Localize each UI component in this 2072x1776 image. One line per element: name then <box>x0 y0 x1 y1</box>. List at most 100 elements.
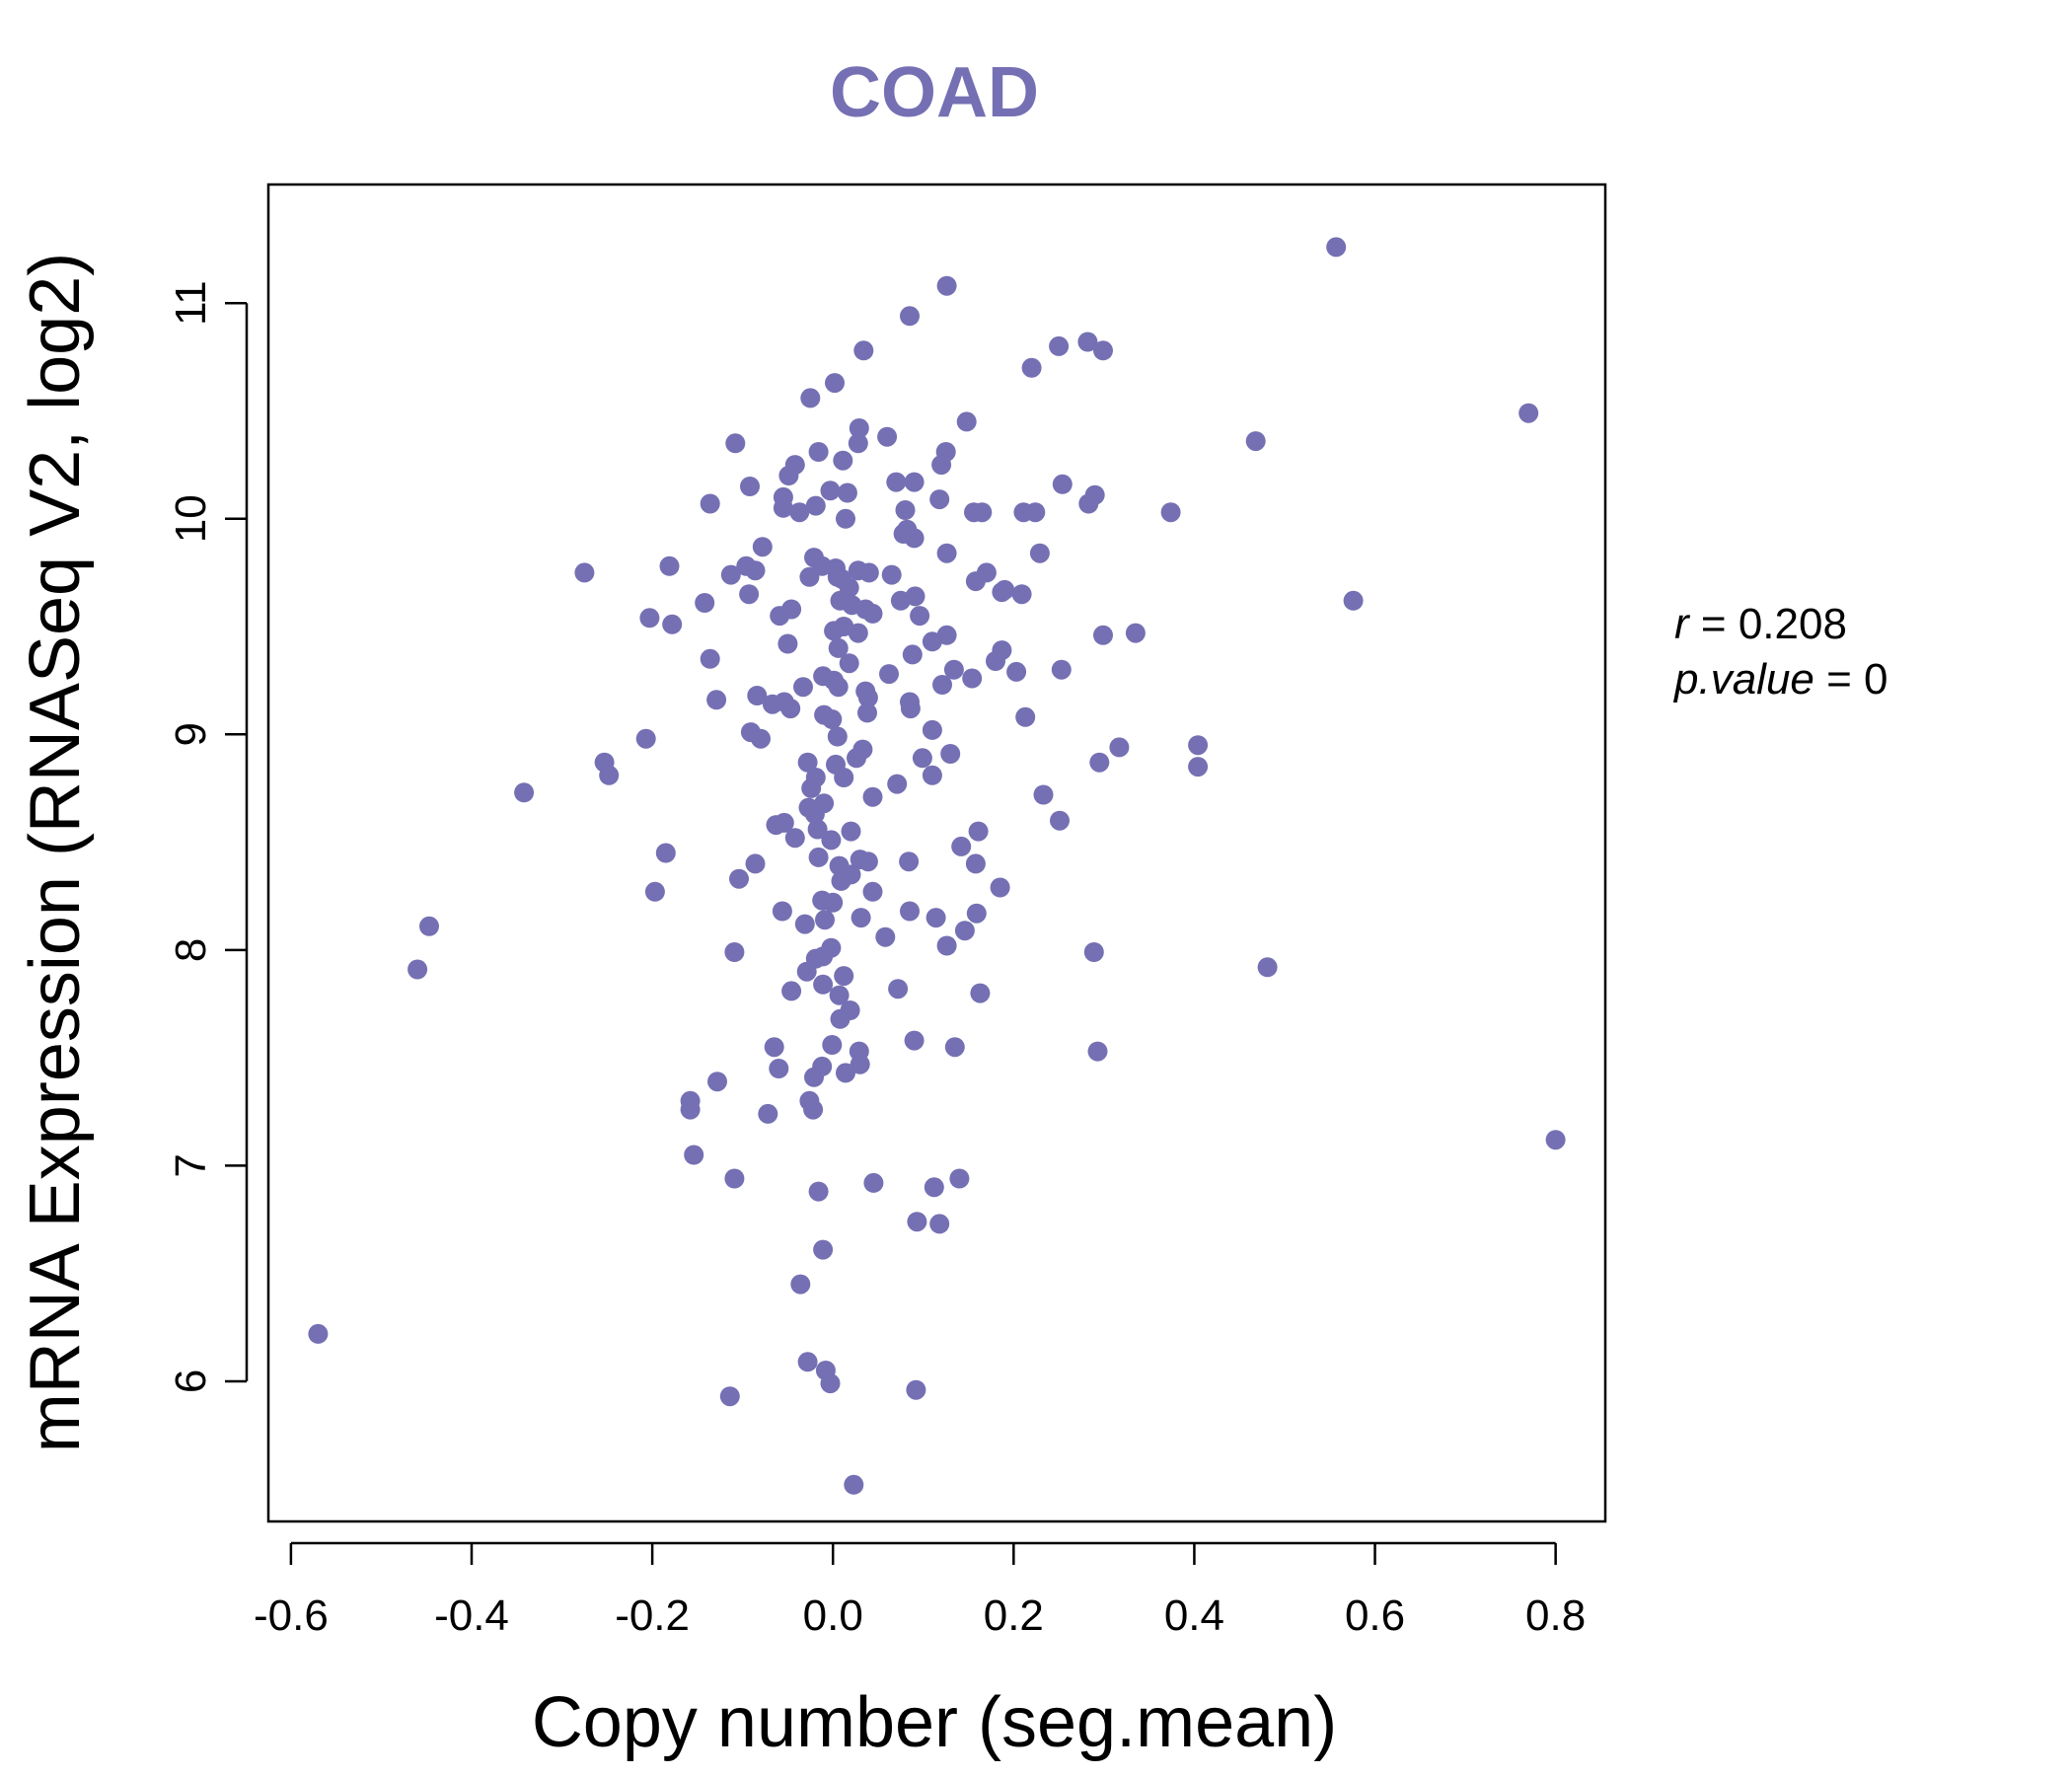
p-statistic: p.value = 0 <box>1672 655 1888 703</box>
data-point <box>804 1067 824 1087</box>
data-point <box>862 881 883 902</box>
data-point <box>813 974 834 995</box>
data-point <box>804 804 825 825</box>
data-point <box>1188 735 1209 756</box>
data-point <box>724 1168 745 1189</box>
data-point <box>900 306 920 327</box>
data-point <box>862 603 883 624</box>
data-point <box>827 726 848 747</box>
data-point <box>800 388 821 408</box>
data-point <box>931 455 952 476</box>
data-point <box>812 890 833 911</box>
data-point <box>794 914 815 934</box>
x-tick-label: 0.2 <box>984 1591 1044 1640</box>
x-tick-label: -0.6 <box>254 1591 329 1640</box>
data-point <box>745 560 766 581</box>
data-point <box>925 908 946 928</box>
data-point <box>781 981 802 1001</box>
data-point <box>992 582 1012 603</box>
data-point <box>890 590 911 611</box>
data-point <box>758 1103 778 1124</box>
data-point <box>1029 543 1050 563</box>
data-point <box>986 651 1005 671</box>
data-point <box>851 908 871 928</box>
data-point <box>900 901 920 922</box>
data-point <box>1109 737 1130 758</box>
data-point <box>828 677 849 698</box>
data-point <box>793 677 813 698</box>
y-axis-label: mRNA Expression (RNASeq V2, log2) <box>16 253 95 1452</box>
data-point <box>834 966 854 987</box>
data-point <box>888 979 909 999</box>
data-point <box>574 562 595 583</box>
data-point <box>695 593 715 613</box>
data-point <box>907 1212 927 1232</box>
data-point <box>879 664 899 685</box>
data-point <box>862 786 883 807</box>
data-point <box>419 916 439 936</box>
data-point <box>863 1172 884 1193</box>
data-point <box>764 1037 784 1058</box>
r-statistic: r = 0.208 <box>1674 600 1847 648</box>
data-point <box>724 942 745 962</box>
data-point <box>706 690 727 710</box>
data-point <box>970 983 991 1003</box>
data-point <box>849 418 869 438</box>
data-point <box>1083 942 1104 962</box>
data-point <box>655 843 676 863</box>
data-point <box>954 921 975 941</box>
data-point <box>805 495 826 516</box>
x-tick-label: 0.0 <box>803 1591 863 1640</box>
data-point <box>841 821 861 842</box>
data-point <box>778 466 799 485</box>
data-point <box>769 1059 789 1078</box>
data-point <box>803 1099 824 1120</box>
data-point <box>904 1030 925 1051</box>
data-point <box>857 851 878 872</box>
data-point <box>895 500 916 520</box>
data-point <box>796 961 817 982</box>
data-point <box>725 433 746 454</box>
data-point <box>707 1072 727 1092</box>
data-point <box>784 828 805 849</box>
data-point <box>951 836 972 856</box>
plot-frame <box>266 183 1607 1523</box>
data-point <box>740 477 760 496</box>
data-point <box>858 562 879 583</box>
data-point <box>850 1054 870 1074</box>
data-point <box>1087 1041 1108 1062</box>
data-point <box>639 608 660 629</box>
data-point <box>886 472 907 492</box>
data-point <box>1160 502 1181 523</box>
data-point <box>877 426 898 447</box>
data-point <box>745 853 766 874</box>
y-tick-label: 10 <box>167 494 215 543</box>
data-point <box>1188 757 1209 777</box>
data-point <box>932 675 952 695</box>
data-point <box>966 903 987 924</box>
data-points <box>308 237 1566 1495</box>
data-point <box>514 782 535 803</box>
y-tick-label: 8 <box>167 938 215 962</box>
data-point <box>893 524 914 544</box>
data-point <box>900 699 921 719</box>
data-point <box>853 340 874 361</box>
y-tick-label: 6 <box>167 1369 215 1393</box>
data-point <box>936 275 957 296</box>
data-point <box>965 853 986 874</box>
data-point <box>1518 403 1539 423</box>
data-point <box>968 821 989 842</box>
data-point <box>899 851 920 872</box>
r-label: r <box>1674 600 1691 648</box>
data-point <box>1089 752 1110 773</box>
data-point <box>719 1386 740 1407</box>
data-point <box>829 985 850 1005</box>
data-point <box>1545 1130 1566 1150</box>
x-axis: -0.6 -0.4 -0.2 0.0 0.2 0.4 0.6 0.8 <box>254 1541 1586 1640</box>
data-point <box>1257 957 1278 978</box>
data-point <box>943 659 964 680</box>
data-point <box>922 631 942 652</box>
data-point <box>680 1099 701 1120</box>
data-point <box>848 433 868 454</box>
